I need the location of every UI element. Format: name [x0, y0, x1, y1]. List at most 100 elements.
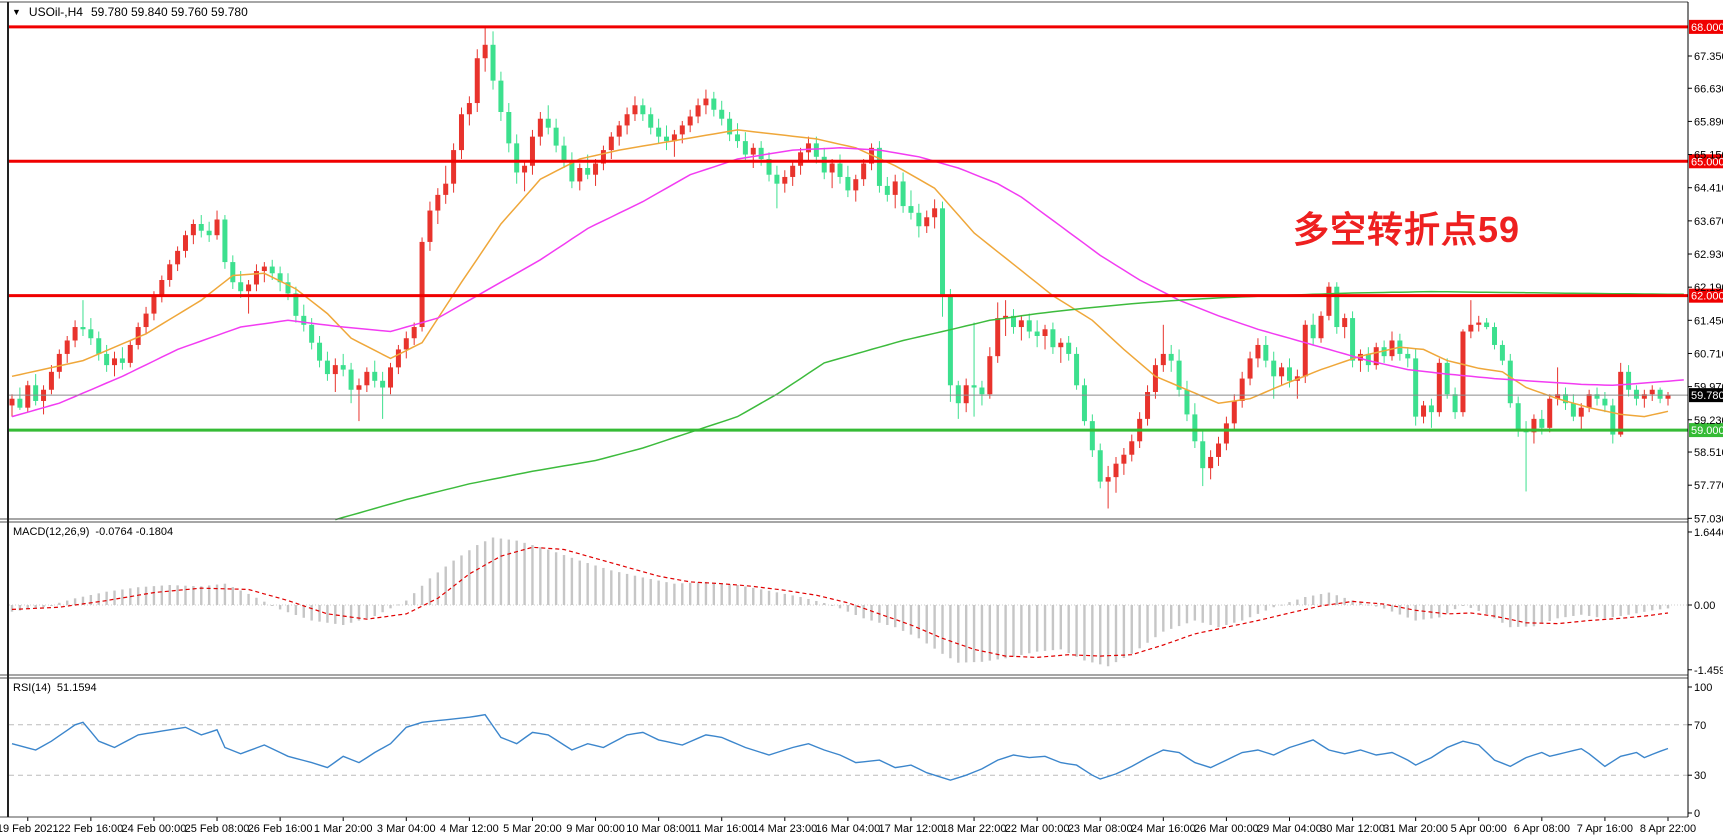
- candle-bull: [1223, 423, 1229, 444]
- candle-bull: [332, 365, 338, 375]
- candle-bull: [829, 163, 835, 173]
- macd-hist-bar: [846, 605, 850, 612]
- candle-bear: [88, 329, 94, 339]
- macd-hist-bar: [1422, 605, 1425, 620]
- candle-bear: [1594, 394, 1600, 399]
- candle-bull: [1555, 394, 1561, 399]
- macd-hist-bar: [286, 605, 290, 613]
- macd-hist-bar: [712, 582, 716, 605]
- candle-bear: [514, 143, 520, 173]
- macd-hist-bar: [1367, 604, 1370, 606]
- candle-bear: [104, 353, 110, 366]
- time-tick-label: 26 Mar 00:00: [1194, 823, 1259, 835]
- macd-hist-bar: [247, 593, 250, 605]
- macd-hist-bar: [1091, 605, 1094, 663]
- macd-hist-bar: [1351, 600, 1354, 605]
- candle-bear: [1562, 394, 1568, 404]
- macd-hist-bar: [767, 590, 771, 605]
- candle-bear: [285, 282, 291, 294]
- macd-hist-bar: [294, 605, 298, 615]
- time-tick-label: 17 Mar 12:00: [879, 823, 944, 835]
- macd-tick-label: 1.6446: [1694, 527, 1723, 539]
- macd-hist-bar: [1114, 605, 1118, 663]
- macd-hist-bar: [1390, 605, 1394, 612]
- macd-hist-bar: [570, 557, 574, 605]
- macd-hist-bar: [1651, 605, 1654, 611]
- macd-hist-bar: [97, 593, 100, 605]
- candle-bull: [687, 116, 693, 126]
- macd-hist-bar: [1067, 605, 1070, 654]
- macd-hist-bar: [444, 566, 447, 605]
- candle-bear: [813, 143, 819, 157]
- candle-bull: [1618, 371, 1624, 435]
- macd-hist-bar: [1375, 605, 1378, 607]
- macd-hist-bar: [452, 560, 455, 605]
- macd-hist-bar: [1587, 605, 1591, 616]
- candle-bull: [1255, 344, 1261, 359]
- candle-bear: [971, 385, 977, 388]
- candle-bear: [372, 371, 378, 381]
- macd-hist-bar: [192, 586, 195, 605]
- time-tick-label: 14 Mar 23:00: [752, 823, 817, 835]
- macd-hist-bar: [1272, 605, 1275, 608]
- candle-bear: [979, 387, 985, 395]
- ohlc-values: 59.780 59.840 59.760 59.780: [90, 5, 248, 19]
- macd-hist-bar: [1051, 605, 1055, 651]
- candle-bear: [277, 273, 283, 283]
- candle-bull: [1586, 394, 1592, 408]
- candle-bull: [1531, 418, 1537, 433]
- candle-bear: [1444, 362, 1450, 395]
- collapse-ohlc-icon[interactable]: ▼: [12, 7, 21, 17]
- macd-hist-bar: [1004, 605, 1007, 659]
- candle-bull: [1578, 407, 1584, 417]
- candle-bull: [695, 105, 701, 117]
- candle-bull: [790, 165, 796, 177]
- candle-bull: [112, 358, 118, 366]
- macd-hist-bar: [334, 605, 337, 624]
- macd-hist-bar: [1256, 605, 1260, 614]
- macd-hist-bar: [1548, 605, 1551, 621]
- candle-bull: [356, 385, 362, 390]
- candle-bear: [1310, 324, 1316, 339]
- macd-hist-bar: [673, 583, 676, 605]
- macd-hist-bar: [1028, 605, 1031, 654]
- macd-hist-bar: [1446, 605, 1449, 614]
- symbol-period-label: USOil-,H4: [28, 5, 83, 19]
- macd-hist-bar: [1343, 597, 1346, 605]
- macd-hist-bar: [547, 549, 550, 605]
- macd-hist-bar: [215, 584, 219, 605]
- candle-bull: [1547, 398, 1553, 428]
- candle-bear: [1492, 327, 1498, 345]
- macd-hist-bar: [1595, 605, 1599, 618]
- time-tick-label: 23 Mar 08:00: [1068, 823, 1133, 835]
- candle-bull: [388, 367, 394, 388]
- candle-bull: [1342, 318, 1348, 328]
- text-annotation[interactable]: 多空转折点59: [1293, 209, 1521, 250]
- macd-hist-bar: [1240, 605, 1244, 621]
- candle-bear: [656, 127, 662, 137]
- candle-bear: [506, 112, 512, 144]
- level-65.000-badge: [1689, 154, 1723, 169]
- candle-bear: [269, 266, 275, 274]
- macd-hist-bar: [1611, 605, 1614, 618]
- candle-bull: [175, 250, 181, 265]
- candle-bull: [364, 371, 370, 386]
- candle-bull: [182, 235, 188, 251]
- macd-hist-bar: [1485, 605, 1488, 614]
- macd-hist-bar: [1012, 605, 1015, 657]
- candle-bear: [119, 358, 125, 363]
- macd-signal-line: [11, 546, 1669, 659]
- macd-hist-bar: [886, 605, 889, 625]
- macd-hist-bar: [894, 605, 897, 628]
- macd-hist-bar: [1666, 605, 1670, 609]
- macd-hist-bar: [42, 605, 45, 608]
- candle-bull: [1318, 315, 1324, 339]
- macd-hist-bar: [349, 605, 353, 623]
- price-tick-label: 65.150: [1694, 150, 1723, 162]
- candle-bear: [1633, 389, 1639, 399]
- macd-hist-bar: [681, 583, 684, 605]
- time-tick-label: 16 Mar 04:00: [815, 823, 880, 835]
- time-tick-label: 6 Apr 08:00: [1514, 823, 1570, 835]
- candle-bear: [1334, 286, 1340, 328]
